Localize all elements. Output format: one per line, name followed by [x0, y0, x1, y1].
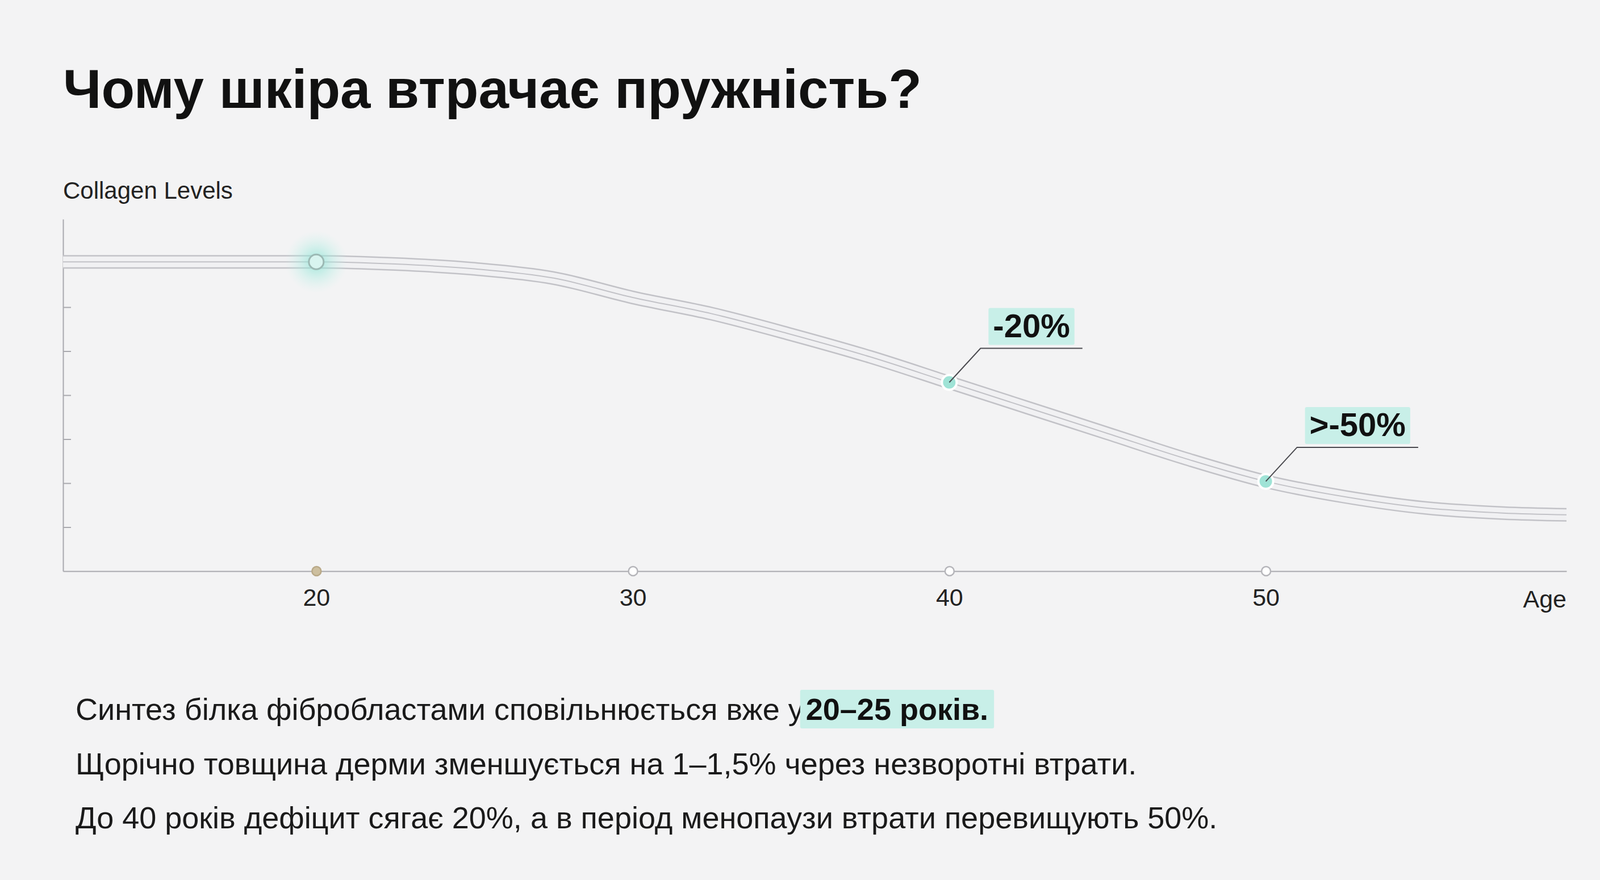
y-tick-mark — [63, 351, 71, 353]
y-tick — [63, 527, 71, 529]
background — [0, 0, 1600, 880]
x-tick-label: 50 — [1252, 583, 1280, 612]
annotation: >-50% — [1266, 406, 1419, 482]
x-tick-dot — [311, 566, 321, 576]
y-tick — [63, 439, 71, 441]
y-tick — [63, 307, 71, 308]
x-tick-label: 30 — [619, 583, 647, 612]
collagen-line-edge — [63, 261, 1567, 516]
annotation-label: >-50% — [1309, 406, 1406, 444]
annotation-leader — [1266, 447, 1419, 482]
x-tick-label: 40 — [936, 583, 964, 612]
annotation-leader — [949, 348, 1083, 383]
y-tick-mark — [63, 483, 71, 485]
y-tick-mark — [63, 439, 71, 441]
notes: Синтез білка фібробластами сповільнюєтьс… — [75, 690, 1218, 835]
annotation-label: -20% — [992, 307, 1070, 345]
y-tick-mark — [63, 307, 71, 309]
y-tick-mark — [63, 527, 71, 529]
x-tick-dot — [1261, 566, 1271, 576]
note-text: Синтез білка фібробластами сповільнюєтьс… — [75, 692, 804, 727]
x-axis-line — [63, 571, 1568, 573]
note-emphasis-bg — [800, 690, 994, 729]
x-tick-dot — [945, 566, 955, 576]
x-tick-dot — [628, 566, 638, 576]
collagen-line — [63, 261, 1567, 516]
note-text: До 40 років дефіцит сягає 20%, а в періо… — [75, 800, 1218, 835]
x-tick: 40 — [936, 566, 964, 612]
x-tick: 20 — [302, 566, 330, 612]
plot-area — [63, 230, 1567, 516]
x-tick-label: 20 — [302, 583, 330, 612]
x-tick: 30 — [619, 566, 647, 612]
title: Чому шкіра втрачає пружність? — [63, 58, 922, 120]
annotation: -20% — [949, 307, 1083, 383]
x-axis-title: Age — [1522, 585, 1567, 613]
y-tick — [63, 395, 71, 396]
y-tick-mark — [63, 395, 71, 397]
y-axis — [63, 219, 71, 572]
y-axis-title: Collagen Levels — [63, 177, 233, 204]
x-axis: 20 30 40 50 — [63, 566, 1568, 612]
note-emphasis: 20–25 років. — [805, 692, 989, 727]
collagen-line-body — [63, 261, 1567, 516]
x-tick: 50 — [1252, 566, 1280, 612]
y-tick — [63, 483, 71, 484]
annotations: -20% >-50% — [949, 307, 1419, 482]
y-tick — [63, 351, 71, 353]
highlight-glow — [285, 230, 348, 294]
highlight-point — [308, 254, 324, 270]
note-text: Щорічно товщина дерми зменшується на 1–1… — [75, 746, 1137, 781]
chart-page: Чому шкіра втрачає пружність? Collagen Le… — [0, 0, 1600, 880]
